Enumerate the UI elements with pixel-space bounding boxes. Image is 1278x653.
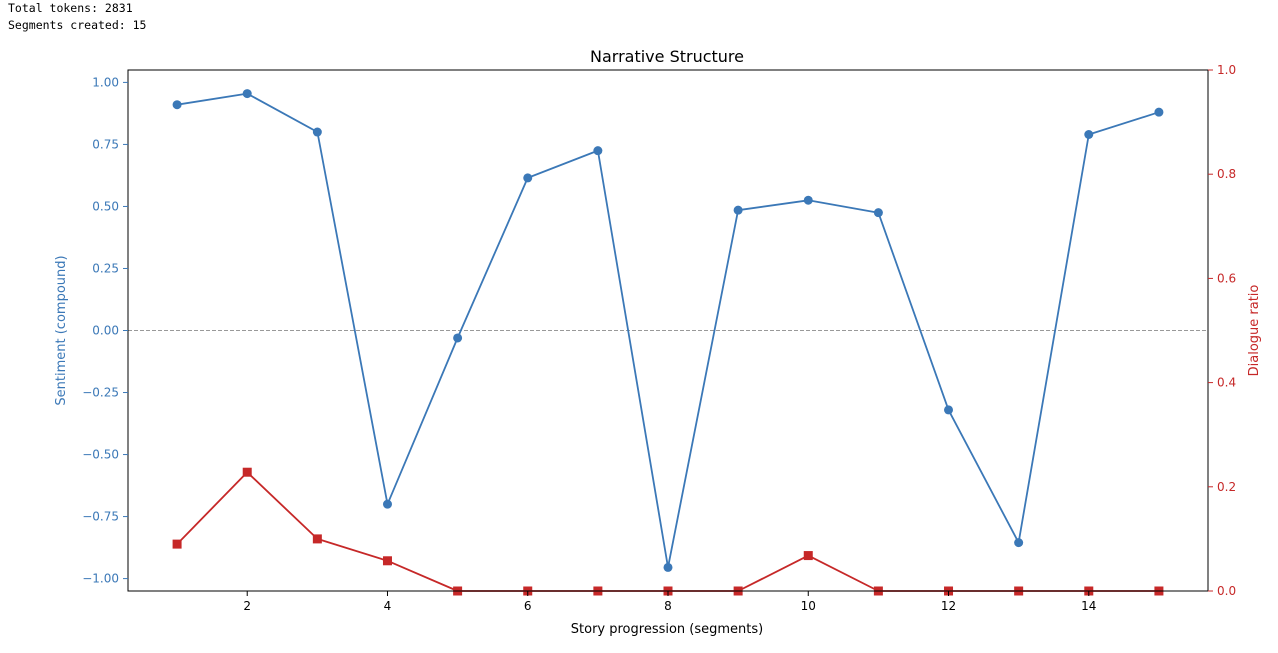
y-left-tick-label: 0.25 <box>92 261 119 275</box>
x-tick-label: 12 <box>941 599 956 613</box>
sentiment-point <box>1154 107 1164 117</box>
axes-group: 2 4 6 8 10 12 14 1.00 0.75 0.50 0.25 0.00 −0.25 −0.50… <box>82 63 1236 613</box>
dialogue-point <box>803 551 813 561</box>
y-right-tick-label: 1.0 <box>1217 63 1236 77</box>
x-tick-label: 4 <box>384 599 392 613</box>
sentiment-point <box>1014 538 1024 548</box>
y-right-tick-label: 0.6 <box>1217 271 1236 285</box>
y-left-tick-label: 0.50 <box>92 199 119 213</box>
chart-title: Narrative Structure <box>590 47 744 66</box>
x-axis-label: Story progression (segments) <box>571 622 763 637</box>
y-left-tick-label: −0.25 <box>82 386 119 400</box>
y-left-tick-label: 0.75 <box>92 137 119 151</box>
sentiment-point <box>453 333 463 343</box>
sentiment-point <box>1084 130 1094 140</box>
sentiment-point <box>242 89 252 99</box>
dialogue-point <box>242 467 252 477</box>
sentiment-point <box>312 127 322 137</box>
y-left-tick-label: 1.00 <box>92 75 119 89</box>
x-tick-label: 8 <box>664 599 672 613</box>
sentiment-point <box>873 208 883 218</box>
sentiment-point <box>523 173 533 183</box>
x-tick-label: 10 <box>801 599 816 613</box>
x-tick-label: 14 <box>1081 599 1096 613</box>
y-axis-left-label: Sentiment (compound) <box>54 255 69 405</box>
dialogue-point <box>382 556 392 566</box>
sentiment-point <box>803 195 813 205</box>
y-left-tick-label: 0.00 <box>92 324 119 338</box>
console-output: Total tokens: 2831 Segments created: 15 <box>8 0 146 34</box>
sentiment-point <box>944 405 954 415</box>
y-left-tick-label: −0.50 <box>82 448 119 462</box>
sentiment-point <box>733 205 743 215</box>
output-line-segments: Segments created: 15 <box>8 18 147 32</box>
y-right-tick-label: 0.8 <box>1217 167 1236 181</box>
sentiment-point <box>593 146 603 156</box>
y-right-tick-label: 0.4 <box>1217 376 1236 390</box>
y-left-tick-label: −1.00 <box>82 572 119 586</box>
y-right-tick-label: 0.2 <box>1217 480 1236 494</box>
series-group <box>172 89 1164 596</box>
y-right-tick-label: 0.0 <box>1217 584 1236 598</box>
dialogue-point <box>312 534 322 544</box>
y-axis-right-label: Dialogue ratio <box>1247 285 1262 377</box>
x-tick-label: 6 <box>524 599 532 613</box>
sentiment-point <box>663 562 673 572</box>
y-left-tick-label: −0.75 <box>82 510 119 524</box>
dialogue-point <box>172 539 182 549</box>
sentiment-point <box>382 499 392 509</box>
output-line-tokens: Total tokens: 2831 <box>8 1 133 15</box>
dialogue-series-line <box>176 471 1159 592</box>
sentiment-point <box>172 100 182 110</box>
x-tick-label: 2 <box>243 599 251 613</box>
